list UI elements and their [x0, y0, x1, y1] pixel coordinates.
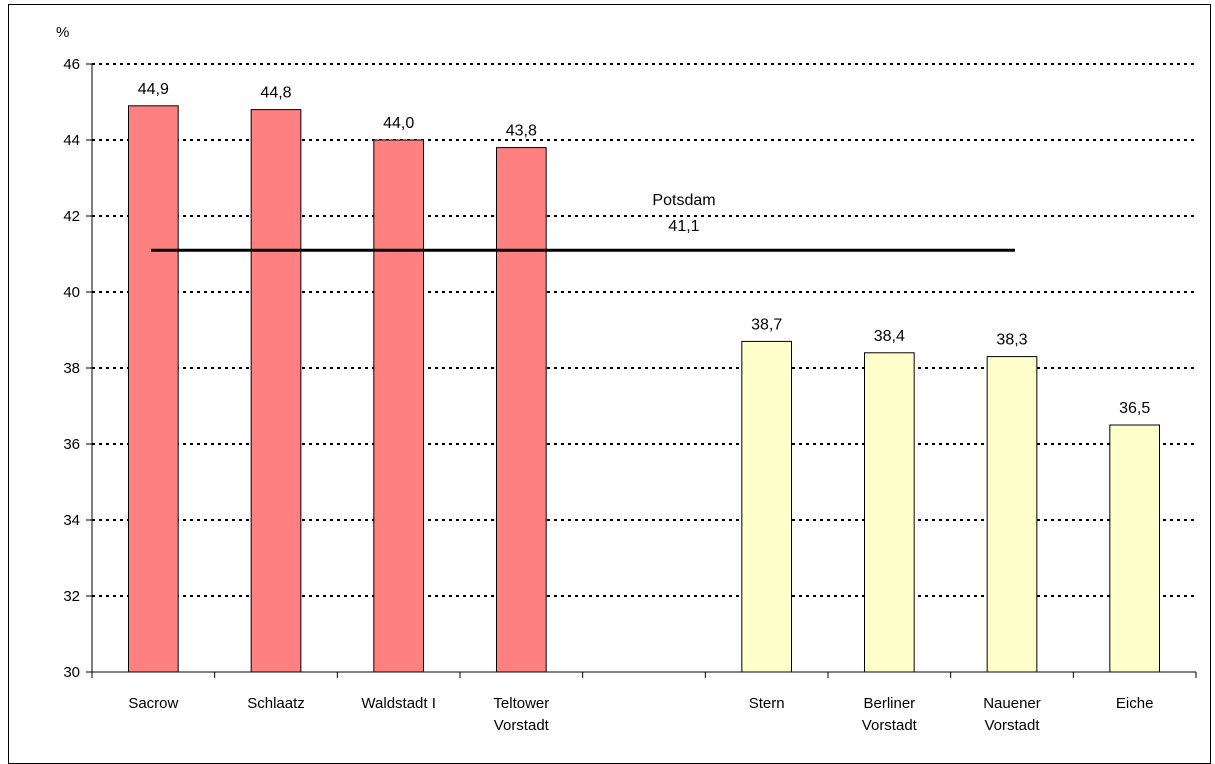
y-tick-label: 44 [63, 132, 80, 149]
y-axis-label: % [56, 24, 69, 41]
x-category-label: Eiche [1116, 695, 1154, 712]
bar [373, 139, 425, 673]
y-tick-label: 32 [63, 588, 80, 605]
y-tick-label: 42 [63, 208, 80, 225]
bar [495, 147, 547, 673]
x-category-label: Vorstadt [984, 717, 1040, 734]
reference-line-group: Potsdam 41,1 [151, 192, 1015, 252]
value-label: 38,3 [996, 332, 1027, 349]
y-tick-label: 38 [63, 360, 80, 377]
value-labels: 44,9 44,8 44,0 43,8 38,7 38,4 38,3 36,5 [138, 81, 1151, 417]
bar [863, 352, 915, 673]
x-category-label: Vorstadt [862, 717, 918, 734]
value-label: 44,9 [138, 81, 169, 98]
bar [1109, 424, 1161, 673]
y-tick-label: 46 [63, 56, 80, 73]
value-label: 38,4 [874, 328, 905, 345]
value-label: 44,8 [260, 85, 291, 102]
bar [986, 356, 1038, 673]
x-category-label: Waldstadt I [361, 695, 435, 712]
value-label: 43,8 [506, 123, 537, 140]
x-category-label: Nauener [983, 695, 1041, 712]
x-category-label: Vorstadt [494, 717, 550, 734]
x-category-label: Sacrow [128, 695, 178, 712]
value-label: 36,5 [1119, 400, 1150, 417]
x-category-label: Berliner [863, 695, 915, 712]
y-tick-label: 40 [63, 284, 80, 301]
y-tick-label: 30 [63, 664, 80, 681]
y-tick-label: 34 [63, 512, 80, 529]
x-category-label: Stern [749, 695, 785, 712]
bar [250, 109, 302, 673]
y-tick-label: 36 [63, 436, 80, 453]
bar [741, 340, 793, 673]
value-label: 44,0 [383, 115, 414, 132]
bars [127, 105, 1161, 673]
axes [91, 64, 1197, 678]
value-label: 38,7 [751, 316, 782, 333]
x-category-label: Teltower [493, 695, 549, 712]
x-category-label: Schlaatz [247, 695, 305, 712]
bar [127, 105, 179, 673]
y-tick-labels: 30 32 34 36 38 40 42 44 46 [63, 56, 80, 681]
reference-line-name: Potsdam [652, 192, 715, 209]
x-category-labels: Sacrow Schlaatz Waldstadt I Teltower Vorstad… [128, 695, 1153, 734]
reference-line-value: 41,1 [668, 218, 699, 235]
